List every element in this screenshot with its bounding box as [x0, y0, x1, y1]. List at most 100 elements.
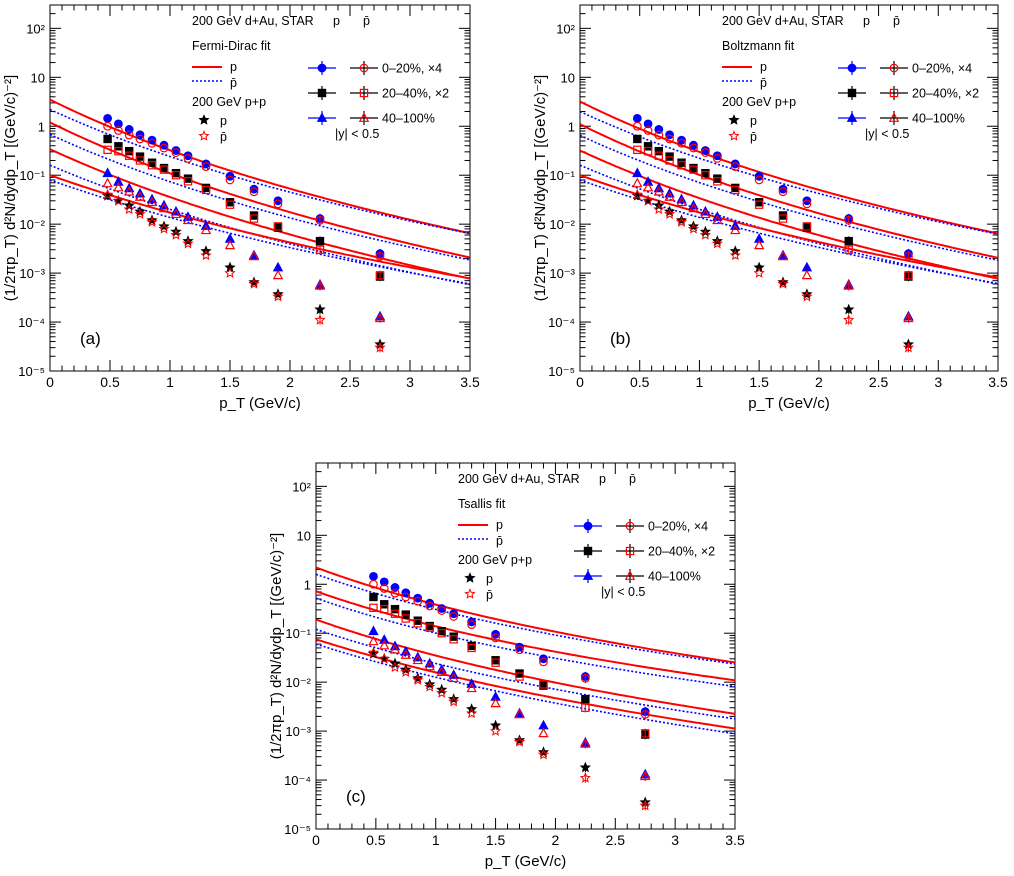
data-point — [753, 239, 765, 250]
data-point — [712, 151, 722, 161]
data-point — [632, 177, 643, 188]
data-point — [904, 251, 913, 261]
data-point — [374, 341, 386, 353]
data-point — [539, 680, 548, 689]
data-point — [413, 616, 422, 625]
data-point — [675, 214, 688, 226]
data-point — [654, 151, 664, 160]
data-point — [135, 134, 145, 144]
data-point — [843, 280, 854, 290]
data-point — [515, 672, 524, 681]
data-point — [643, 142, 653, 151]
legend-centrality-label: 40–100% — [382, 112, 435, 126]
data-point — [200, 249, 212, 261]
panel-label: (c) — [346, 787, 366, 806]
legend-pp-label: 200 GeV p+p — [722, 95, 796, 109]
legend-centrality-label: 20–40%, ×2 — [382, 87, 449, 101]
data-point — [401, 592, 411, 602]
legend-rapidity: |y| < 0.5 — [601, 585, 645, 599]
legend-pp-label: 200 GeV p+p — [192, 95, 266, 109]
data-point — [124, 146, 134, 156]
y-tick-label: 10⁻⁴ — [284, 773, 311, 788]
data-point — [579, 772, 591, 783]
x-tick-label: 2 — [286, 374, 294, 390]
data-point — [436, 687, 448, 698]
data-point — [201, 185, 211, 195]
data-point — [224, 233, 236, 243]
data-point — [113, 176, 124, 186]
data-point — [390, 604, 400, 614]
data-point — [515, 642, 524, 652]
data-point — [225, 198, 235, 207]
data-point — [389, 643, 401, 654]
y-tick-label: 10⁻⁴ — [18, 315, 45, 330]
x-tick-label: 1.5 — [220, 374, 240, 390]
data-point — [713, 174, 722, 183]
legend-marker-pbar — [889, 88, 899, 98]
data-point — [687, 220, 700, 232]
data-point — [183, 177, 193, 186]
data-point — [689, 165, 698, 174]
data-point — [490, 691, 501, 701]
legend-pp-pbar-marker — [464, 588, 476, 599]
legend-pp-label: 200 GeV p+p — [458, 553, 532, 567]
data-point — [378, 652, 390, 664]
data-point — [146, 196, 158, 207]
fit-curve-p — [50, 98, 470, 235]
data-point — [249, 187, 259, 197]
x-tick-label: 1 — [432, 832, 440, 848]
data-point — [114, 146, 123, 156]
data-point — [729, 249, 741, 261]
legend-centrality-label: 20–40%, ×2 — [648, 545, 715, 559]
data-point — [449, 635, 458, 644]
data-point — [248, 278, 260, 289]
x-tick-label: 3 — [671, 832, 679, 848]
legend: 200 GeV d+Au, STAR p p̄ Tsallis fit p p̄ 200 G… — [458, 472, 715, 602]
data-point — [490, 697, 501, 708]
data-point — [380, 600, 389, 609]
data-point — [753, 261, 765, 273]
data-point — [379, 584, 389, 593]
data-point — [437, 626, 446, 636]
plot-frame — [49, 4, 471, 372]
data-point — [146, 214, 158, 226]
data-point — [134, 205, 146, 217]
data-point — [701, 148, 710, 157]
data-point — [379, 634, 390, 644]
data-point — [367, 646, 380, 658]
plot-frame — [579, 4, 999, 372]
data-point — [689, 140, 698, 150]
data-point — [539, 654, 548, 664]
data-point — [581, 703, 590, 712]
data-point — [730, 159, 740, 169]
data-point — [677, 135, 686, 145]
fit-curve-p — [50, 148, 470, 280]
legend-fit-name: Tsallis fit — [458, 497, 506, 511]
legend-rapidity: |y| < 0.5 — [335, 127, 379, 141]
data-point — [159, 140, 169, 150]
data-point — [147, 135, 157, 145]
data-point — [437, 606, 447, 615]
plot-frame — [315, 462, 736, 830]
legend-pp-pbar-label: p̄ — [750, 130, 757, 144]
legend-marker-p — [316, 112, 328, 122]
data-point — [170, 229, 182, 240]
data-point — [631, 188, 643, 200]
legend-marker-pbar — [624, 570, 636, 580]
data-point — [643, 146, 653, 156]
data-point — [778, 187, 788, 197]
data-point — [902, 341, 915, 353]
data-point — [654, 130, 664, 140]
legend-pp-p-label: p — [486, 572, 493, 586]
data-point — [225, 200, 235, 209]
fit-curve-pbar — [316, 597, 735, 688]
data-point — [123, 185, 135, 196]
fit-curve-p — [580, 100, 998, 235]
data-point — [663, 208, 676, 219]
data-point — [182, 237, 194, 249]
data-point — [182, 235, 194, 246]
data-point — [389, 661, 401, 673]
legend-pp-p-marker — [198, 114, 210, 125]
x-tick-label: 0 — [576, 374, 584, 390]
y-axis-title: (1/2πp_T) d²N/dydp_T [(GeV/c)⁻²] — [532, 75, 549, 301]
